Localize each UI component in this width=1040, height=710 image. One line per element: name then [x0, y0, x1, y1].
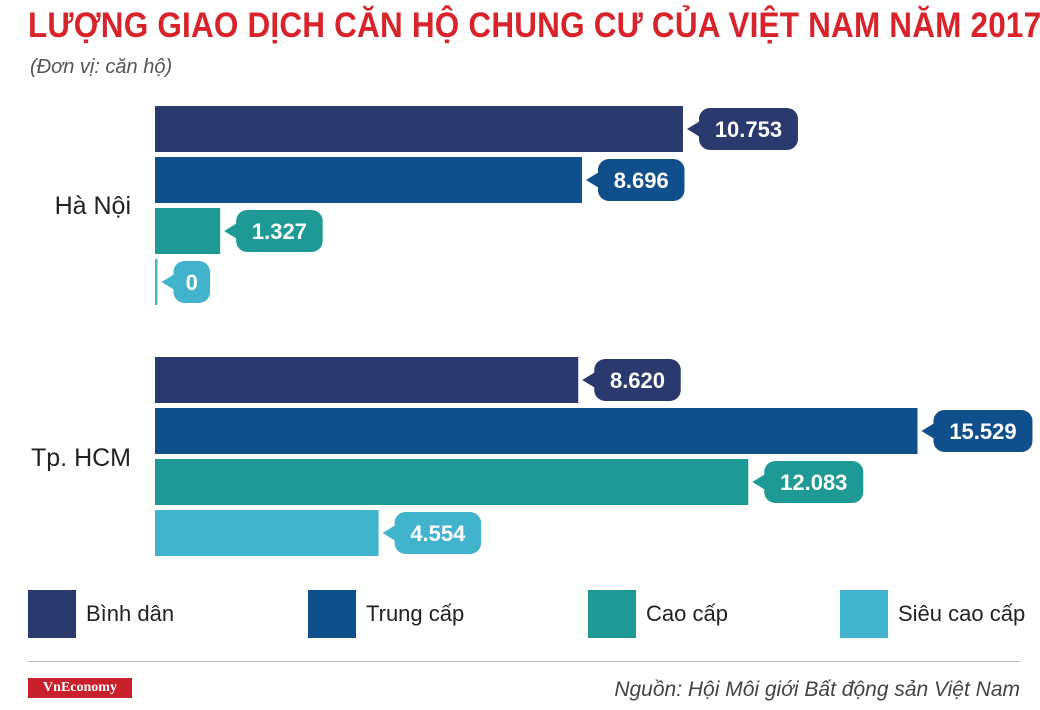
category-label: Hà Nội	[55, 192, 131, 220]
legend-label: Siêu cao cấp	[898, 601, 1026, 626]
footer-divider	[28, 661, 1020, 662]
bar	[155, 259, 158, 305]
data-label: 0	[186, 270, 198, 295]
chart-title: LƯỢNG GIAO DỊCH CĂN HỘ CHUNG CƯ CỦA VIỆT…	[28, 6, 1040, 45]
legend-swatch	[840, 590, 888, 638]
value-tag	[597, 159, 685, 201]
legend-label: Trung cấp	[366, 601, 465, 626]
data-label: 12.083	[780, 470, 847, 495]
legend-item-trung-cap: Trung cấp	[308, 590, 464, 638]
value-tag	[236, 210, 323, 252]
bar	[155, 408, 918, 454]
vneconomy-logo: VnEconomy	[28, 678, 132, 698]
value-tag	[764, 461, 864, 503]
legend-label: Bình dân	[86, 601, 175, 626]
bar	[155, 510, 379, 556]
legend: Bình dân Trung cấp Cao cấp Siêu cao cấp	[0, 590, 1040, 638]
data-label: 10.753	[715, 117, 782, 142]
data-label: 1.327	[252, 219, 307, 244]
source-note: Nguồn: Hội Môi giới Bất động sản Việt Na…	[614, 678, 1020, 701]
category-label: Tp. HCM	[31, 444, 131, 472]
bar-chart: Hà Nội 10.753 8.696 1.327 0 Tp. HCM 8.620 15.52…	[31, 106, 1033, 556]
legend-swatch	[308, 590, 356, 638]
data-label: 8.620	[610, 368, 665, 393]
legend-item-sieu-cao-cap: Siêu cao cấp	[840, 590, 1025, 638]
bar	[155, 357, 579, 403]
legend-item-binh-dan: Bình dân	[28, 590, 174, 638]
value-tag	[594, 359, 681, 401]
value-tag	[173, 261, 210, 303]
bar	[155, 106, 683, 152]
data-label: 4.554	[410, 521, 466, 546]
value-tag	[394, 512, 482, 554]
legend-label: Cao cấp	[646, 601, 728, 626]
value-tag	[698, 108, 798, 150]
data-label: 15.529	[949, 419, 1016, 444]
chart-subtitle: (Đơn vị: căn hộ)	[30, 56, 173, 78]
data-label: 8.696	[614, 168, 669, 193]
value-tag	[933, 410, 1033, 452]
legend-swatch	[588, 590, 636, 638]
bar	[155, 459, 749, 505]
bar	[155, 157, 582, 203]
legend-swatch	[28, 590, 76, 638]
bar	[155, 208, 221, 254]
legend-item-cao-cap: Cao cấp	[588, 590, 728, 638]
